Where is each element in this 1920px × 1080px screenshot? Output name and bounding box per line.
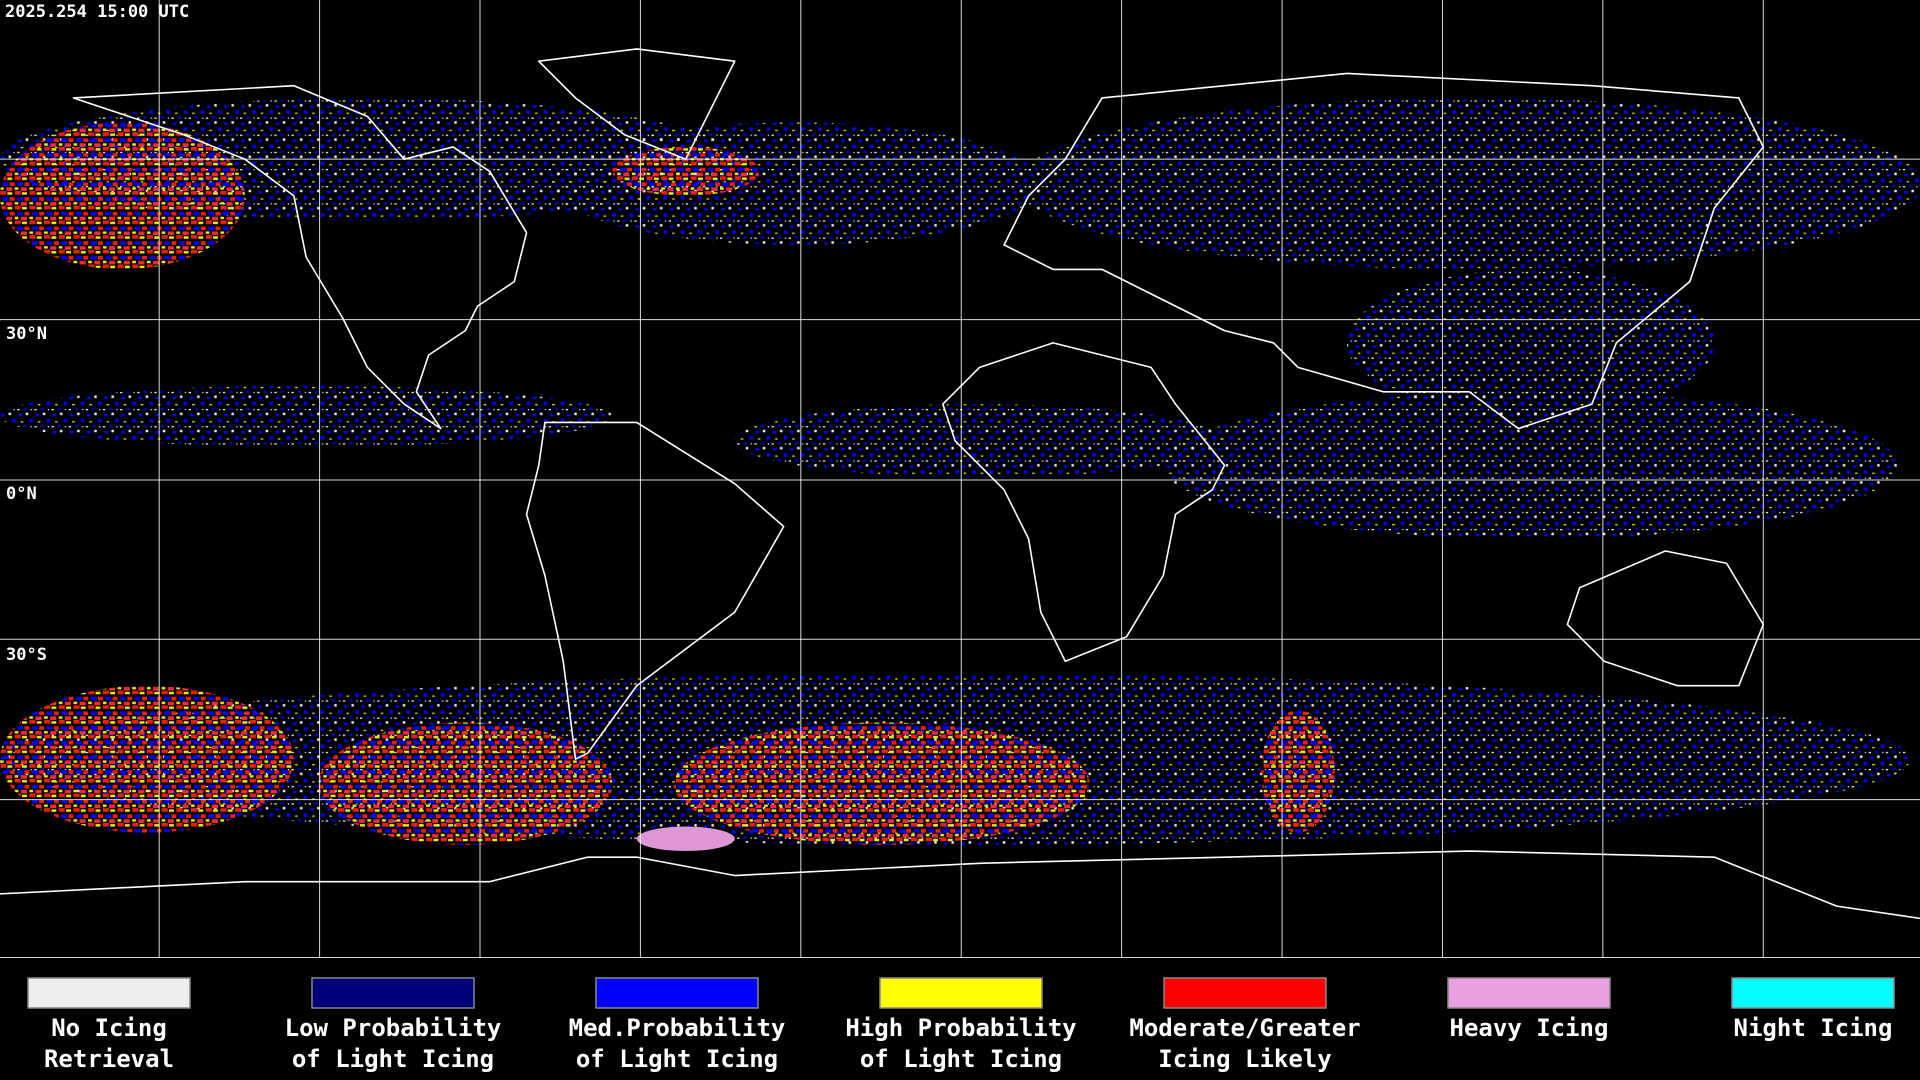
legend-swatch [595, 977, 759, 1009]
legend-swatch [1731, 977, 1895, 1009]
legend-swatch [1447, 977, 1611, 1009]
graticule [0, 0, 1920, 958]
map-layer [0, 0, 1920, 958]
legend-label: Heavy Icing [1450, 1014, 1609, 1042]
legend-swatch [879, 977, 1043, 1009]
latitude-label: 0°N [6, 484, 37, 504]
legend-label: Moderate/Greater [1129, 1014, 1360, 1042]
legend: No Icing Retrieval Low Probability of Light… [27, 977, 1895, 1073]
legend-item: No Icing Retrieval [27, 977, 191, 1073]
legend-item: Moderate/Greater Icing Likely [1129, 977, 1361, 1073]
cloud-field [0, 97, 1920, 852]
legend-label: Icing Likely [1158, 1045, 1331, 1073]
legend-label: Low Probability [285, 1014, 502, 1042]
legend-label: Med.Probability [569, 1014, 786, 1042]
legend-label: Retrieval [44, 1045, 174, 1073]
legend-label: of Light Icing [860, 1045, 1062, 1073]
legend-label: High Probability [845, 1014, 1076, 1042]
latitude-label: 30°N [6, 324, 47, 344]
legend-label: No Icing [51, 1014, 167, 1042]
legend-label: of Light Icing [576, 1045, 778, 1073]
legend-item: Med.Probability of Light Icing [569, 977, 786, 1073]
timestamp: 2025.254 15:00 UTC [5, 2, 189, 22]
legend-item: Heavy Icing [1447, 977, 1611, 1042]
legend-swatch [311, 977, 475, 1009]
legend-swatch [27, 977, 191, 1009]
legend-item: High Probability of Light Icing [845, 977, 1077, 1073]
legend-label: of Light Icing [292, 1045, 494, 1073]
legend-swatch [1163, 977, 1327, 1009]
legend-item: Night Icing [1731, 977, 1895, 1042]
legend-item: Low Probability of Light Icing [285, 977, 502, 1073]
latitude-label: 30°S [6, 645, 47, 665]
coastlines [0, 49, 1920, 918]
legend-label: Night Icing [1734, 1014, 1893, 1042]
